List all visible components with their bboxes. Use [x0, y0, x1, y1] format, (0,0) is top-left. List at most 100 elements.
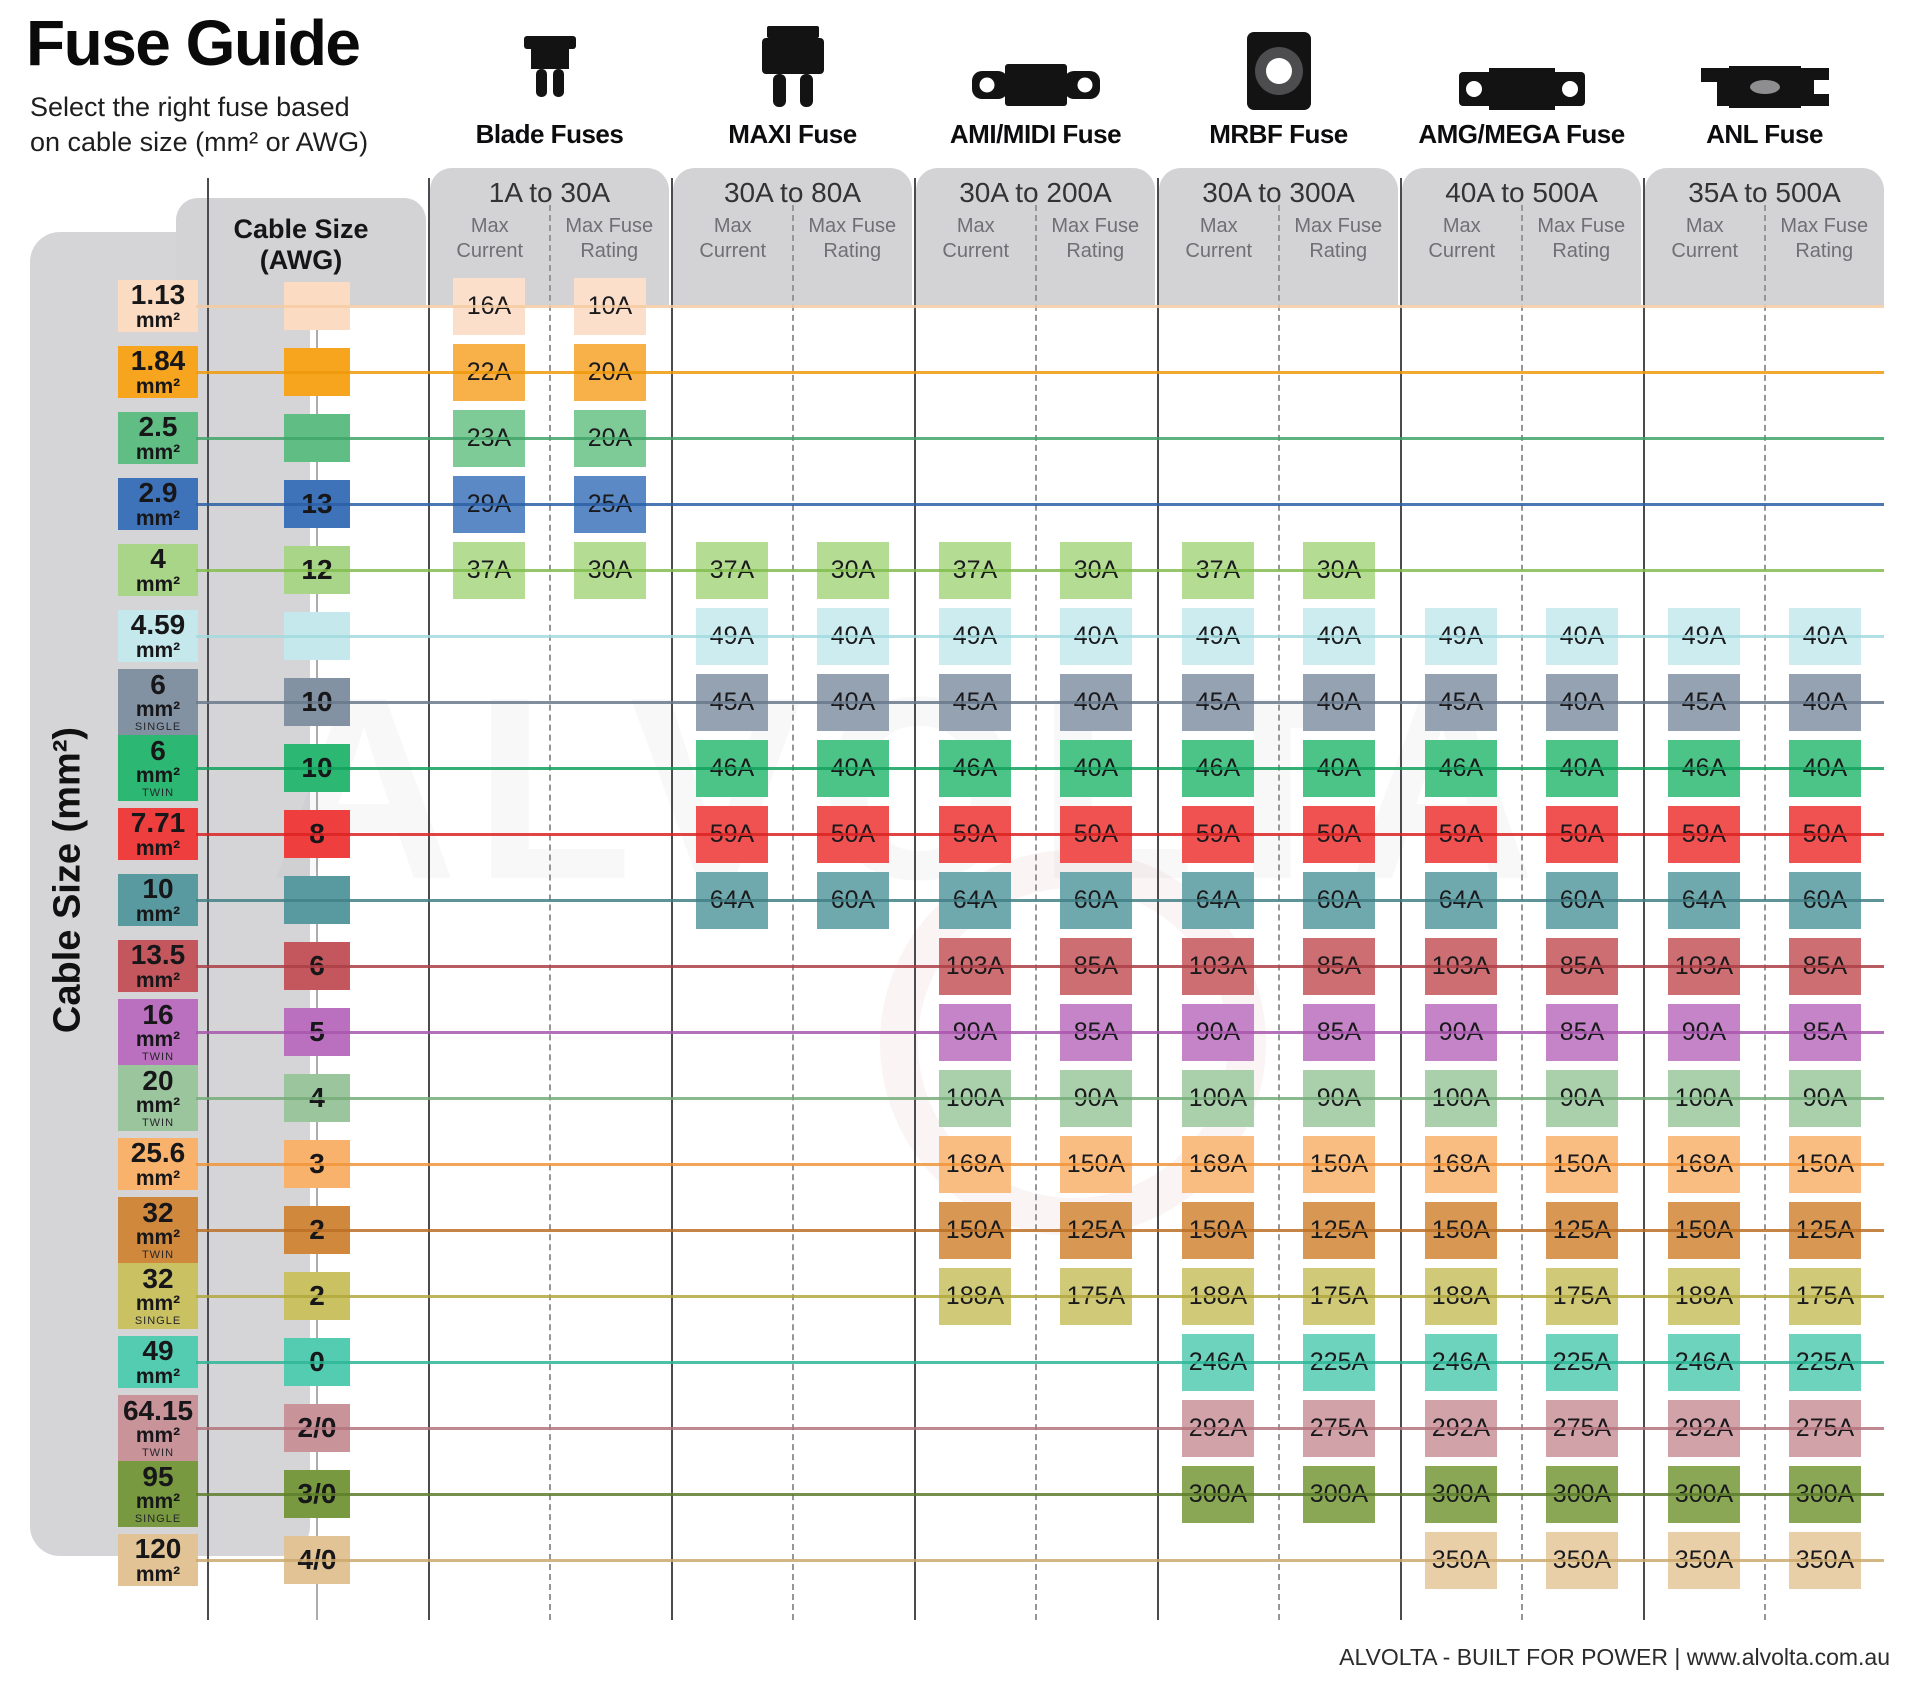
subcolumn-label: Max Fuse Rating [1279, 214, 1399, 264]
fuse-type-name: ANL Fuse [1706, 118, 1823, 149]
fuse-type-name: Blade Fuses [475, 118, 624, 149]
cable-row-line [196, 634, 1884, 638]
cable-size-mm2-note: SINGLE [134, 1512, 182, 1525]
awg-header-line2: (AWG) [259, 245, 343, 275]
fuse-type-name: MAXI Fuse [728, 118, 857, 149]
cable-row-line [196, 832, 1884, 836]
subcolumn-divider [1278, 205, 1280, 1620]
cable-row-line [196, 1162, 1884, 1166]
fuse-group-ami-midi-fuse: AMI/MIDI Fuse 30A to 200A Max Current Max Fu… [914, 20, 1157, 305]
subcolumn-label-line: Current [1428, 240, 1496, 262]
cable-row-line [196, 964, 1884, 968]
subcolumn-divider [792, 205, 794, 1620]
cable-size-mm2-value: 6 [150, 668, 166, 700]
cable-size-mm2-unit: mm² [135, 572, 181, 596]
subcolumn-label-line: Max Fuse [1537, 215, 1626, 237]
max-current-cell: 100A [1668, 1069, 1740, 1127]
fuse-group-mrbf-fuse: MRBF Fuse 30A to 300A Max Current Max Fuse Ra… [1157, 20, 1400, 305]
fuse-range: 30A to 80A [723, 177, 861, 208]
subcolumn-label-line: Max [1685, 215, 1724, 237]
cable-size-mm2-box: 32 mm² SINGLE [118, 1263, 198, 1329]
subcolumn-label-line: Current [942, 240, 1010, 262]
cable-size-mm2-unit: mm² [135, 698, 181, 722]
cable-size-mm2-value: 2.9 [138, 477, 178, 509]
subcolumn-label: Max Fuse Rating [1765, 214, 1885, 264]
subcolumn-label: Max Current [916, 214, 1036, 264]
cable-size-mm2-value: 32 [142, 1262, 174, 1294]
cable-size-mm2-box: 4 mm² [118, 544, 198, 596]
subcolumn-label-line: Rating [580, 240, 639, 262]
subcolumn-label-line: Max Fuse [1780, 215, 1869, 237]
fuse-group-blade-fuses: Blade Fuses 1A to 30A Max Current Max Fuse Ra… [428, 20, 671, 305]
fuse-group-maxi-fuse: MAXI Fuse 30A to 80A Max Current Max Fuse Rat… [671, 20, 914, 305]
cable-row-line [196, 370, 1884, 374]
subcolumn-divider [1521, 205, 1523, 1620]
cable-size-mm2-box: 1.84 mm² [118, 346, 198, 398]
subcolumn-headers: Max Current Max Fuse Rating [1159, 214, 1398, 264]
cable-size-mm2-value: 4 [150, 543, 166, 575]
cable-size-mm2-box: 32 mm² TWIN [118, 1197, 198, 1263]
blade-fuse-icon [428, 20, 671, 110]
fuse-range-band: 30A to 300A Max Current Max Fuse Rating [1159, 168, 1398, 305]
subcolumn-label: Max Current [673, 214, 793, 264]
cable-row-line [196, 436, 1884, 440]
cable-size-mm2-unit: mm² [135, 506, 181, 530]
subcolumn-label-line: Max [1199, 215, 1238, 237]
cable-size-mm2-box: 7.71 mm² [118, 808, 198, 860]
footer-text: ALVOLTA - BUILT FOR POWER | www.alvolta.… [1339, 1644, 1890, 1670]
fuse-group-anl-fuse: ANL Fuse 35A to 500A Max Current Max Fuse Rat… [1643, 20, 1886, 305]
cable-row-line [196, 1360, 1884, 1364]
subcolumn-headers: Max Current Max Fuse Rating [1402, 214, 1641, 264]
awg-header-line1: Cable Size [233, 214, 369, 244]
subcolumn-label-line: Current [1185, 240, 1253, 262]
subcolumn-divider [1764, 205, 1766, 1620]
subcolumn-label: Max Current [430, 214, 550, 264]
subcolumn-label: Max Current [1159, 214, 1279, 264]
cable-size-mm2-value: 49 [142, 1335, 174, 1367]
cable-size-mm2-note: TWIN [141, 1248, 175, 1261]
cable-size-mm2-note: SINGLE [134, 720, 182, 733]
subcolumn-label-line: Max Fuse [1051, 215, 1140, 237]
cable-row-line [196, 502, 1884, 506]
midi-fuse-icon [914, 20, 1157, 110]
cable-row-line [196, 1492, 1884, 1496]
cable-size-mm2-value: 25.6 [130, 1137, 186, 1169]
subcolumn-label-line: Max [713, 215, 752, 237]
subcolumn-label-line: Rating [1309, 240, 1368, 262]
subcolumn-divider [549, 205, 551, 1620]
subcolumn-label-line: Rating [1795, 240, 1854, 262]
subcolumn-label-line: Max [1442, 215, 1481, 237]
cable-size-mm2-value: 2.5 [138, 411, 178, 443]
subcolumn-label-line: Rating [1066, 240, 1125, 262]
subcolumn-label-line: Max Fuse [1294, 215, 1383, 237]
cable-size-mm2-value: 20 [142, 1064, 174, 1096]
cable-size-mm2-note: TWIN [141, 1116, 175, 1129]
cable-size-mm2-box: 49 mm² [118, 1336, 198, 1388]
subcolumn-label-line: Current [1671, 240, 1739, 262]
subcolumn-label-line: Rating [823, 240, 882, 262]
subtitle-line2: on cable size (mm² or AWG) [30, 127, 369, 157]
cable-size-mm2-box: 64.15 mm² TWIN [118, 1395, 198, 1461]
cable-size-mm2-value: 1.84 [130, 345, 186, 377]
subcolumn-label-line: Current [699, 240, 767, 262]
cable-row-line [196, 700, 1884, 704]
fuse-range: 30A to 300A [1202, 177, 1355, 208]
fuse-range: 30A to 200A [959, 177, 1112, 208]
cable-size-mm2-unit: mm² [135, 902, 181, 926]
cable-row-line [196, 568, 1884, 572]
mrbf-fuse-icon [1157, 20, 1400, 110]
cable-row-line [196, 1426, 1884, 1430]
cable-size-mm2-value: 10 [142, 873, 174, 905]
cable-row-line [196, 1030, 1884, 1034]
cable-size-mm2-box: 20 mm² TWIN [118, 1065, 198, 1131]
cable-size-mm2-unit: mm² [135, 1094, 181, 1118]
fuse-group-amg-mega-fuse: AMG/MEGA Fuse 40A to 500A Max Current Max Fu… [1400, 20, 1643, 305]
mega-fuse-icon [1400, 20, 1643, 110]
subcolumn-label: Max Fuse Rating [1522, 214, 1642, 264]
cable-size-mm2-value: 32 [142, 1196, 174, 1228]
cable-size-mm2-box: 13.5 mm² [118, 940, 198, 992]
cable-size-mm2-box: 95 mm² SINGLE [118, 1461, 198, 1527]
awg-column-header: Cable Size (AWG) [176, 198, 426, 305]
fuse-type-name: MRBF Fuse [1209, 118, 1348, 149]
